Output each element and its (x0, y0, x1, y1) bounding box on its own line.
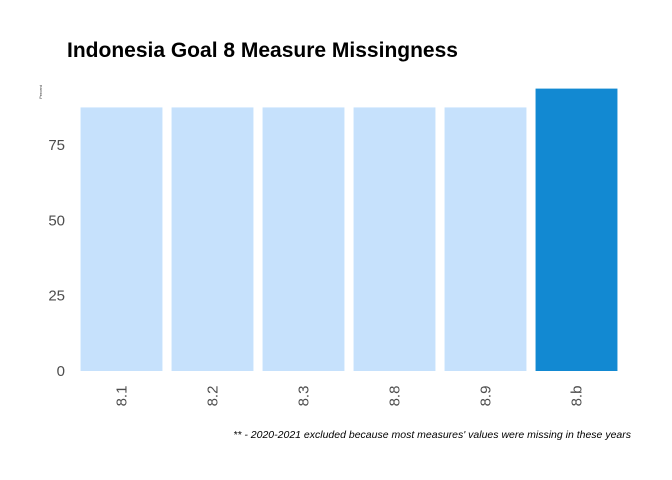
bar-8-3 (262, 107, 345, 372)
y-axis-label: Percent (38, 84, 43, 99)
x-tick-label: 8.b (569, 386, 586, 407)
bar-8-1 (80, 107, 163, 372)
bar-8-9 (444, 107, 527, 372)
x-tick-label: 8.9 (478, 386, 495, 407)
bar-8-2 (171, 107, 254, 372)
chart-caption: ** - 2020-2021 excluded because most mea… (233, 429, 631, 441)
bar-8-b (535, 88, 618, 371)
x-tick-label: 8.8 (387, 386, 404, 407)
x-axis-ticks: 8.1 8.2 8.3 8.8 8.9 8.b (114, 386, 586, 407)
y-tick-label: 25 (48, 288, 65, 305)
y-axis-ticks: 0 25 50 75 (48, 137, 65, 380)
y-tick-label: 75 (48, 137, 65, 154)
x-tick-label: 8.3 (296, 386, 313, 407)
y-tick-label: 50 (48, 212, 65, 229)
chart-title: Indonesia Goal 8 Measure Missingness (67, 39, 458, 62)
bars (80, 88, 618, 372)
bar-8-8 (353, 107, 436, 372)
y-tick-label: 0 (57, 363, 65, 380)
x-tick-label: 8.1 (114, 386, 131, 407)
x-tick-label: 8.2 (205, 386, 222, 407)
